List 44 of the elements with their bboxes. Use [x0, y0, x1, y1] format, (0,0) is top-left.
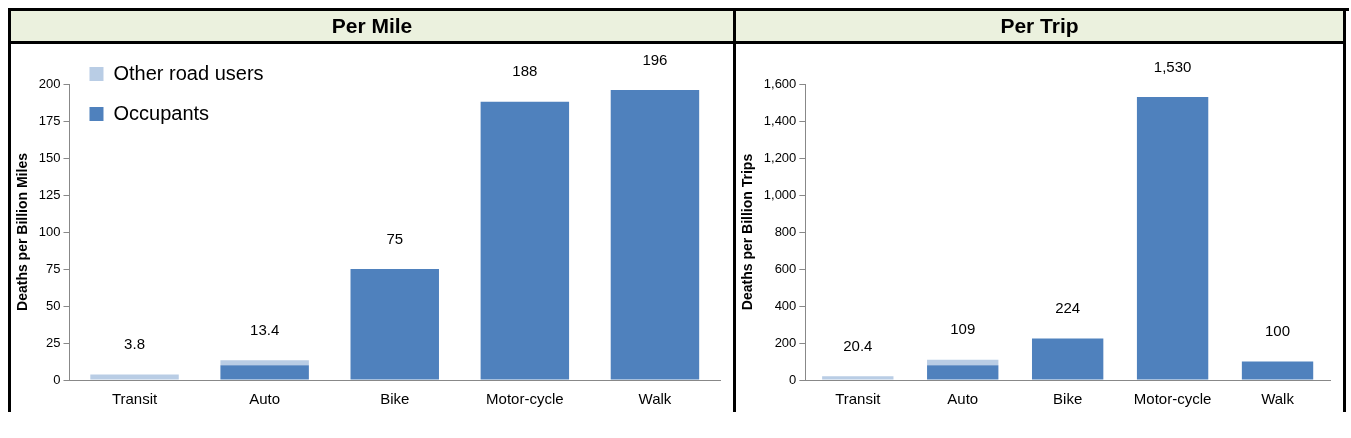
total-label: 100	[1265, 322, 1291, 340]
y-tick-label: 1,600	[763, 75, 797, 91]
y-tick-label: 50	[46, 297, 61, 313]
y-tick-label: 400	[774, 297, 797, 313]
total-label: 196	[642, 50, 668, 68]
x-tick-label: Motor-cycle	[486, 390, 564, 408]
total-label: 20.4	[843, 336, 873, 354]
total-label: 224	[1055, 299, 1081, 317]
chart-title: Per Mile	[11, 11, 733, 44]
y-tick-label: 0	[53, 371, 61, 387]
y-tick-label: 175	[38, 112, 61, 128]
y-tick-label: 1,000	[763, 186, 797, 202]
legend-label: Occupants	[113, 101, 210, 124]
y-tick-label: 75	[46, 260, 61, 276]
y-tick-label: 600	[774, 260, 797, 276]
x-tick-label: Auto	[249, 390, 281, 408]
total-label: 1,530	[1153, 57, 1192, 75]
y-axis-title: Deaths per Billion Miles	[14, 152, 31, 311]
chart-title: Per Trip	[736, 11, 1343, 44]
x-tick-label: Bike	[1053, 390, 1083, 408]
y-tick-label: 125	[38, 186, 61, 202]
x-tick-label: Auto	[947, 390, 979, 408]
y-tick-label: 200	[38, 75, 61, 91]
total-label: 3.8	[124, 335, 145, 353]
y-tick-label: 0	[789, 371, 797, 387]
x-tick-label: Bike	[380, 390, 410, 408]
total-label: 109	[950, 320, 976, 338]
x-tick-label: Transit	[111, 390, 159, 408]
y-axis-title: Deaths per Billion Trips	[739, 153, 756, 311]
total-label: 75	[386, 229, 404, 247]
y-tick-label: 800	[774, 223, 797, 239]
y-tick-label: 1,400	[763, 112, 797, 128]
x-tick-label: Walk	[1261, 390, 1295, 408]
x-tick-label: Motor-cycle	[1133, 390, 1212, 408]
x-tick-label: Walk	[638, 390, 672, 408]
total-label: 13.4	[250, 320, 280, 338]
y-tick-label: 200	[774, 334, 797, 350]
total-label: 188	[512, 62, 538, 80]
y-tick-label: 100	[38, 223, 61, 239]
y-tick-label: 150	[38, 149, 61, 165]
y-tick-label: 1,200	[763, 149, 797, 165]
x-tick-label: Transit	[835, 390, 882, 408]
legend-label: Other road users	[113, 61, 264, 84]
y-tick-label: 25	[46, 334, 61, 350]
